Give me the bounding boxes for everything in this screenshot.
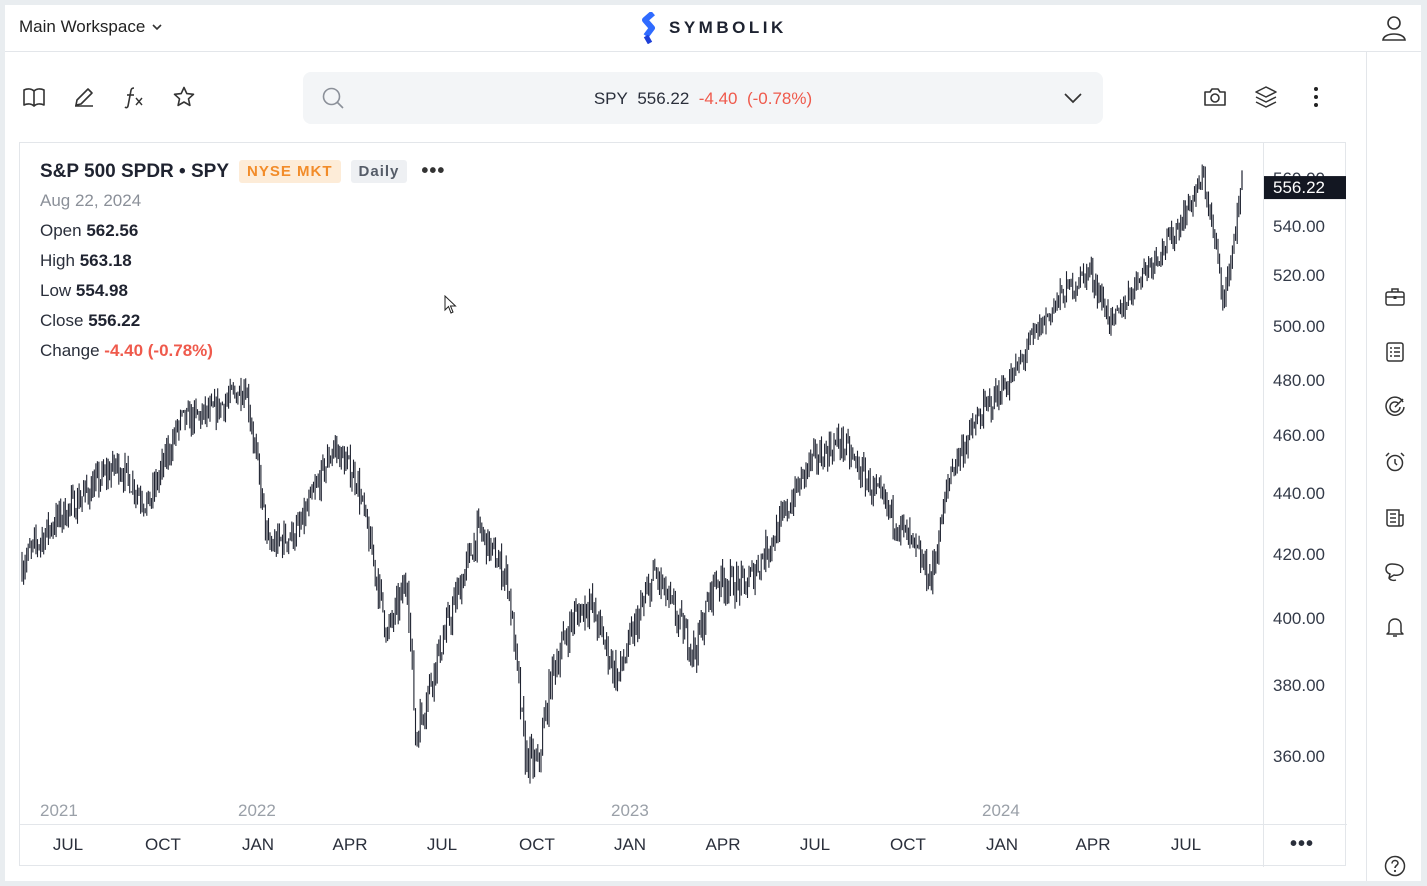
x-tick-label: JUL (53, 835, 83, 854)
quote-summary: SPY 556.22 -4.40 (-0.78%) (303, 89, 1103, 109)
chevron-down-icon[interactable] (1063, 91, 1083, 105)
quote-change: -4.40 (698, 89, 738, 108)
x-tick-label: JUL (427, 835, 457, 854)
quote-change-pct: (-0.78%) (746, 89, 813, 108)
exchange-badge: NYSE MKT (239, 160, 341, 183)
y-tick-label: 460.00 (1273, 426, 1325, 445)
price-chart[interactable]: 360.00 380.00 400.00 420.00 440.00 460.00 480.… (20, 143, 1347, 867)
y-tick-label: 500.00 (1273, 317, 1325, 336)
change-label: Change (40, 341, 100, 360)
right-sidebar (1366, 52, 1421, 881)
symbol-search-bar[interactable]: SPY 556.22 -4.40 (-0.78%) (303, 72, 1103, 124)
user-icon[interactable] (1381, 14, 1407, 42)
y-tick-label: 360.00 (1273, 747, 1325, 766)
current-price-label: 556.22 (1273, 178, 1325, 197)
low-label: Low (40, 281, 72, 300)
instrument-title: S&P 500 SPDR • SPY (40, 160, 229, 182)
open-value: 562.56 (86, 221, 139, 240)
more-vertical-icon[interactable] (1304, 85, 1328, 109)
current-price-tag (1264, 176, 1346, 200)
year-label: 2021 (40, 801, 78, 820)
top-bar: Main Workspace SYMBOLIK (5, 5, 1421, 52)
chat-icon[interactable] (1384, 561, 1406, 583)
x-tick-label: JUL (1171, 835, 1201, 854)
legend-change: Change -4.40 (-0.78%) (40, 340, 445, 361)
y-tick-label: 520.00 (1273, 266, 1325, 285)
year-label: 2022 (238, 801, 276, 820)
radar-icon[interactable] (1384, 396, 1406, 418)
y-tick-label: 400.00 (1273, 609, 1325, 628)
alarm-clock-icon[interactable] (1384, 451, 1406, 473)
search-icon (322, 87, 344, 109)
quote-symbol: SPY (593, 89, 628, 108)
workspace-label: Main Workspace (19, 17, 146, 36)
brand-logo: SYMBOLIK (641, 12, 787, 44)
y-tick-label: 480.00 (1273, 371, 1325, 390)
layers-icon[interactable] (1254, 85, 1278, 109)
close-label: Close (40, 311, 84, 330)
help-icon[interactable] (1384, 855, 1406, 877)
legend-date: Aug 22, 2024 (40, 191, 142, 210)
watchlist-icon[interactable] (1384, 341, 1406, 363)
symbolik-logo-icon (642, 12, 655, 44)
x-tick-label: JUL (800, 835, 830, 854)
x-tick-label: OCT (519, 835, 555, 854)
close-value: 556.22 (88, 311, 141, 330)
high-value: 563.18 (79, 251, 132, 270)
year-label: 2024 (982, 801, 1020, 820)
star-icon[interactable] (172, 85, 196, 109)
x-tick-label: JAN (614, 835, 646, 854)
quote-price: 556.22 (637, 89, 690, 108)
x-tick-label: APR (1076, 835, 1111, 854)
y-tick-label: 440.00 (1273, 484, 1325, 503)
low-value: 554.98 (75, 281, 128, 300)
mouse-cursor-icon (444, 295, 457, 314)
legend-more-button[interactable]: ••• (421, 160, 446, 182)
x-tick-label: APR (706, 835, 741, 854)
book-icon[interactable] (22, 85, 46, 109)
legend-close: Close 556.22 (40, 310, 445, 331)
x-tick-label: OCT (890, 835, 926, 854)
news-icon[interactable] (1384, 507, 1406, 529)
y-tick-label: 380.00 (1273, 676, 1325, 695)
axis-settings-button[interactable]: ••• (1290, 833, 1315, 855)
pencil-icon[interactable] (72, 85, 96, 109)
chart-panel: 360.00 380.00 400.00 420.00 440.00 460.00 480.… (19, 142, 1347, 867)
legend-open: Open 562.56 (40, 220, 445, 241)
function-icon[interactable] (122, 85, 146, 109)
high-label: High (40, 251, 75, 270)
year-label: 2023 (611, 801, 649, 820)
price-axis-divider (1263, 143, 1264, 867)
brand-name: SYMBOLIK (669, 18, 787, 37)
camera-icon[interactable] (1203, 85, 1227, 109)
interval-badge[interactable]: Daily (350, 160, 408, 183)
ohlc-legend: S&P 500 SPDR • SPY NYSE MKT Daily ••• Au… (40, 160, 445, 361)
x-tick-label: JAN (242, 835, 274, 854)
change-value: -4.40 (-0.78%) (104, 341, 213, 360)
x-tick-label: OCT (145, 835, 181, 854)
workspace-selector[interactable]: Main Workspace (19, 17, 163, 37)
y-tick-label: 540.00 (1273, 217, 1325, 236)
briefcase-icon[interactable] (1384, 286, 1406, 308)
legend-high: High 563.18 (40, 250, 445, 271)
bell-icon[interactable] (1384, 616, 1406, 638)
chevron-down-icon (152, 24, 162, 31)
x-tick-label: JAN (986, 835, 1018, 854)
time-axis-divider (20, 824, 1347, 825)
open-label: Open (40, 221, 82, 240)
app-frame: Main Workspace SYMBOLIK (5, 5, 1421, 881)
y-tick-label: 420.00 (1273, 545, 1325, 564)
x-tick-label: APR (333, 835, 368, 854)
legend-low: Low 554.98 (40, 280, 445, 301)
